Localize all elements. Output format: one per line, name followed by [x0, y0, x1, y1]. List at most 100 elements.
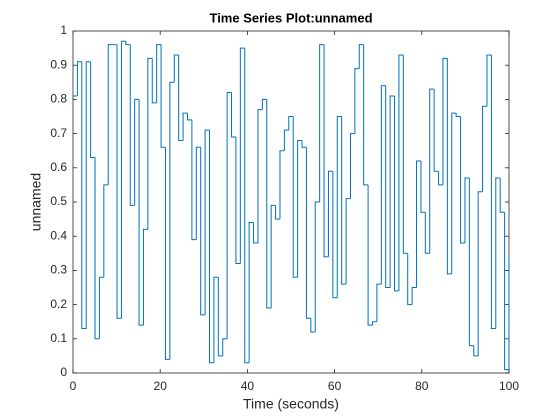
step [288, 116, 294, 131]
step [151, 58, 157, 104]
step [283, 129, 289, 151]
step [297, 139, 303, 278]
step [244, 48, 250, 364]
step [213, 276, 219, 363]
step [235, 137, 241, 265]
step [125, 41, 131, 46]
step [323, 44, 329, 258]
step [358, 44, 364, 69]
step [468, 178, 474, 347]
step [341, 116, 347, 285]
step [301, 140, 307, 148]
step [464, 177, 470, 244]
step [407, 253, 413, 306]
step [473, 345, 479, 357]
y-tick-label: 0.7 [50, 126, 67, 140]
step [482, 105, 487, 192]
step [389, 95, 395, 288]
step [81, 61, 87, 330]
step [451, 112, 457, 274]
x-tick-label: 20 [154, 379, 168, 393]
step [332, 171, 338, 299]
step [231, 92, 236, 138]
step [178, 54, 184, 141]
step [446, 58, 452, 275]
step [477, 191, 483, 356]
step [495, 177, 501, 329]
step [107, 44, 113, 185]
step [416, 160, 421, 288]
step [191, 119, 197, 241]
step [209, 130, 214, 364]
step [204, 129, 210, 315]
step [226, 92, 232, 339]
step [160, 44, 166, 148]
step [85, 61, 91, 329]
step [371, 321, 377, 326]
step [504, 212, 509, 371]
step [424, 212, 430, 254]
y-tick-label: 0 [60, 365, 67, 379]
y-tick-label: 0.1 [50, 331, 67, 345]
y-tick-label: 0.2 [50, 297, 67, 311]
step [433, 89, 439, 172]
axes-box [72, 30, 510, 374]
step [266, 99, 272, 309]
step [319, 44, 325, 202]
step [217, 277, 223, 357]
step [239, 47, 245, 264]
step [279, 150, 285, 220]
step [186, 113, 192, 121]
step [261, 98, 267, 110]
step [270, 204, 276, 309]
step [398, 54, 404, 291]
step [138, 99, 144, 326]
step [305, 147, 311, 319]
y-tick-label: 0.5 [50, 194, 67, 208]
step [429, 88, 435, 254]
step [156, 44, 162, 103]
step [442, 57, 448, 185]
step [490, 54, 496, 330]
step [275, 205, 280, 220]
x-tick-label: 80 [415, 379, 429, 393]
step [420, 160, 426, 213]
step [76, 61, 82, 96]
step [402, 54, 408, 254]
x-tick-label: 40 [241, 379, 255, 393]
step [314, 201, 320, 332]
step [129, 44, 135, 206]
y-tick-label: 0.9 [50, 57, 67, 71]
y-tick-label: 0.8 [50, 92, 67, 106]
x-tick-label: 100 [499, 379, 519, 393]
y-tick-label: 0.4 [50, 228, 67, 242]
step [253, 222, 258, 244]
step [438, 171, 443, 186]
step [367, 184, 373, 326]
step [354, 68, 360, 134]
step [182, 112, 188, 141]
y-tick-label: 0.6 [50, 160, 67, 174]
step [147, 57, 153, 230]
step [222, 338, 228, 356]
step [94, 157, 100, 340]
step [310, 318, 316, 333]
step [336, 116, 342, 298]
step [134, 98, 140, 206]
step [164, 147, 170, 360]
step [90, 61, 96, 159]
step [98, 276, 104, 339]
step [142, 228, 148, 326]
y-tick-label: 1 [60, 23, 67, 37]
step [327, 170, 333, 257]
step [411, 287, 417, 305]
step [486, 54, 492, 107]
step [116, 44, 122, 319]
step [169, 81, 175, 360]
step [195, 146, 201, 240]
step [385, 85, 391, 288]
step [292, 116, 298, 278]
step [460, 116, 465, 244]
